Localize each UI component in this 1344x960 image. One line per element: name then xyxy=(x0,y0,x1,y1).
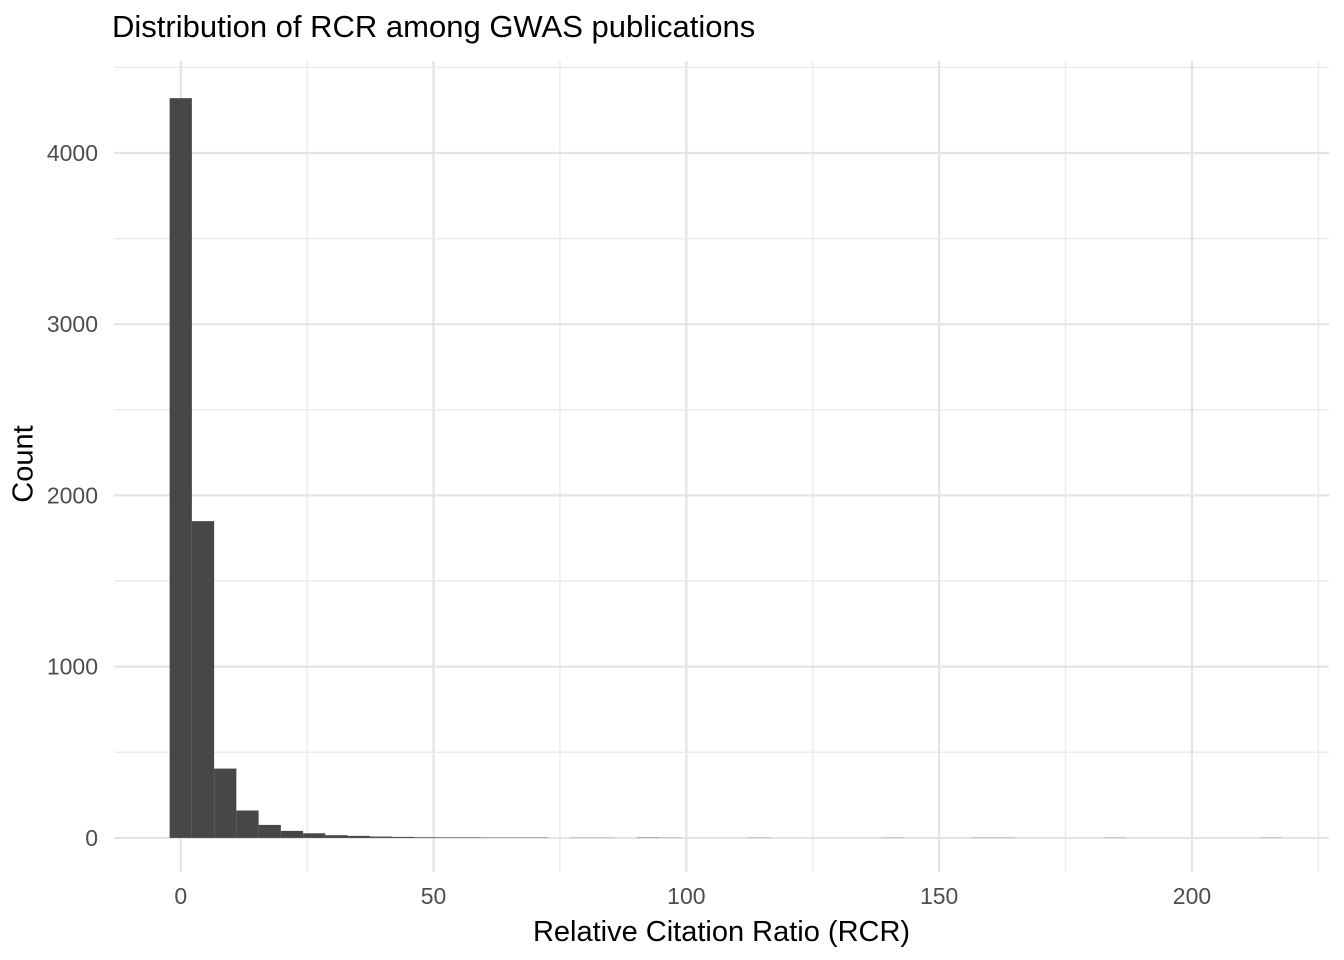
histogram-bar xyxy=(347,835,370,838)
histogram-bar xyxy=(458,837,482,838)
histogram-bar xyxy=(236,810,259,838)
histogram-bar xyxy=(436,837,459,838)
x-axis-title: Relative Citation Ratio (RCR) xyxy=(532,916,911,948)
x-tick-labels: 0 50 100 150 200 xyxy=(174,883,1211,909)
y-tick-labels: 0 1000 2000 3000 4000 xyxy=(47,140,98,851)
histogram-bars xyxy=(169,98,1282,838)
x-tick-label: 0 xyxy=(174,883,187,909)
histogram-bar xyxy=(191,521,215,838)
histogram-bar xyxy=(414,837,437,838)
histogram-bar xyxy=(214,768,237,838)
y-axis-title: Count xyxy=(7,425,40,503)
histogram-bar xyxy=(392,836,415,838)
gridlines-major xyxy=(114,61,1329,872)
x-tick-label: 200 xyxy=(1173,883,1211,909)
x-tick-label: 150 xyxy=(920,883,958,909)
y-tick-label: 3000 xyxy=(47,311,98,337)
histogram-bar xyxy=(325,835,348,838)
y-tick-label: 2000 xyxy=(47,482,98,508)
x-tick-label: 50 xyxy=(421,883,447,909)
plot-title: Distribution of RCR among GWAS publicati… xyxy=(112,9,756,44)
gridlines-minor xyxy=(114,61,1329,872)
y-tick-label: 4000 xyxy=(47,140,98,166)
histogram-bar xyxy=(369,836,393,838)
histogram-bar xyxy=(280,830,304,838)
y-tick-label: 1000 xyxy=(47,654,98,680)
histogram-bar xyxy=(303,833,326,838)
histogram-bar xyxy=(169,98,192,838)
y-tick-label: 0 xyxy=(85,825,98,851)
histogram-bar xyxy=(258,824,281,838)
x-tick-label: 100 xyxy=(667,883,705,909)
